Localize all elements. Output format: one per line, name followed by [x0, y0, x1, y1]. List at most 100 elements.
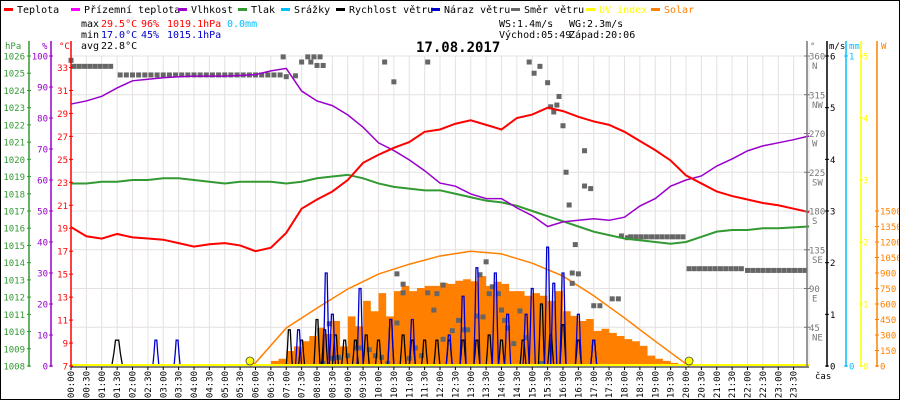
- humidity-tick-label: 90: [37, 84, 48, 94]
- compass-label: W: [812, 140, 818, 150]
- wind-direction-point: [765, 267, 771, 273]
- humidity-tick-label: 30: [37, 270, 48, 280]
- direction-tick-label: 45: [809, 324, 820, 334]
- wind-direction-point: [394, 271, 400, 277]
- humidity-tick-label: 60: [37, 177, 48, 187]
- wind-direction-point: [400, 290, 406, 296]
- rain-tick-label: 1: [849, 53, 854, 63]
- solar-tick-label: 600: [880, 301, 896, 311]
- x-tick-label: 15:30: [544, 371, 554, 398]
- legend-swatch: [651, 8, 660, 11]
- x-tick-label: 00:30: [82, 371, 92, 398]
- x-tick-label: 17:30: [605, 371, 615, 398]
- direction-tick-label: 270: [809, 130, 825, 140]
- solar-tick-label: 750: [880, 285, 896, 295]
- x-tick-label: 04:00: [190, 371, 200, 398]
- wind-direction-point: [495, 291, 501, 297]
- stats-sunrise: Východ:05:49: [499, 29, 571, 41]
- solar-tick-label: 450: [880, 316, 896, 326]
- wind-direction-point: [314, 62, 320, 68]
- solar-tick-label: 1050: [880, 254, 899, 264]
- wind-direction-point: [87, 63, 93, 69]
- wind-direction-point: [425, 59, 431, 65]
- solar-tick-label: 1500: [880, 208, 899, 218]
- wind-direction-point: [588, 186, 594, 192]
- uv-tick-label: 2: [863, 239, 868, 249]
- x-tick-label: 12:30: [451, 371, 461, 398]
- wind-direction-point: [625, 235, 631, 241]
- wind-direction-point: [305, 54, 311, 60]
- x-tick-label: 14:30: [513, 371, 523, 398]
- x-tick-label: 08:30: [328, 371, 338, 398]
- direction-tick-label: 360: [809, 53, 825, 63]
- wind-direction-point: [203, 72, 209, 78]
- wind_gust-peak: [152, 339, 160, 367]
- wind-direction-point: [771, 267, 777, 273]
- solar-clear-sky-line: [249, 250, 690, 367]
- legend-label: Srážky: [294, 4, 330, 16]
- x-tick-label: 13:00: [467, 371, 477, 398]
- pressure-tick-label: 1026: [3, 53, 25, 63]
- stats-avg-temp: 22.8°C: [101, 41, 137, 52]
- wind-direction-point: [633, 234, 639, 240]
- wind-direction-point: [379, 354, 385, 360]
- humidity-tick-label: 80: [37, 115, 48, 125]
- wind-direction-point: [259, 72, 265, 78]
- chart-title: 17.08.2017: [416, 40, 500, 56]
- x-tick-label: 18:00: [621, 371, 631, 398]
- legend-swatch: [431, 8, 440, 11]
- stats-wind-speed: WS:1.4m/s: [499, 19, 553, 30]
- wind-direction-point: [280, 54, 286, 60]
- wind-direction-point: [130, 72, 135, 78]
- pressure-tick-label: 1020: [3, 156, 25, 166]
- legend-label: Rychlost větru: [349, 4, 433, 16]
- wind-direction-point: [560, 123, 566, 129]
- wind_speed-peak: [331, 334, 340, 367]
- wind-direction-point: [723, 266, 729, 272]
- x-tick-label: 16:00: [559, 371, 569, 398]
- wind-direction-point: [551, 109, 557, 115]
- wind_speed-peak: [297, 339, 306, 367]
- wind-direction-point: [609, 296, 615, 302]
- legend-label: Náraz větru: [444, 4, 510, 16]
- wind_gust-peak: [528, 287, 536, 367]
- uv-tick-label: 1: [863, 301, 868, 311]
- x-tick-label: 06:30: [267, 371, 277, 398]
- wind-direction-point: [582, 183, 588, 189]
- temperature-tick-label: 15: [57, 271, 68, 281]
- legend-swatch: [4, 8, 13, 11]
- stats-wind-gust: WG:2.3m/s: [569, 19, 623, 30]
- wind-tick-label: 3: [830, 208, 835, 218]
- wind-direction-point: [419, 353, 425, 359]
- wind-direction-point: [638, 234, 644, 240]
- stats-max-humidity: 96%: [141, 19, 159, 30]
- wind-direction-point: [102, 63, 108, 69]
- wind-direction-point: [649, 234, 655, 240]
- wind-direction-point: [659, 234, 665, 240]
- x-tick-label: 18:30: [636, 371, 646, 398]
- compass-label: NW: [812, 101, 823, 111]
- wind-direction-point: [566, 202, 572, 208]
- wind-direction-point: [474, 313, 480, 319]
- temperature-tick-label: 29: [57, 110, 68, 120]
- wind_speed-peak: [537, 303, 546, 367]
- temperature-tick-label: 9: [63, 340, 68, 350]
- wind-direction-point: [575, 271, 581, 277]
- wind_speed-peak: [313, 318, 321, 367]
- legend-swatch: [336, 8, 345, 11]
- wind-direction-point: [548, 104, 554, 110]
- sun-event-marker: [245, 356, 255, 366]
- wind-direction-point: [628, 234, 634, 240]
- temperature-tick-label: 21: [57, 202, 68, 212]
- legend-swatch: [71, 8, 80, 11]
- wind_speed-peak: [111, 339, 124, 367]
- wind-direction-point: [97, 63, 103, 69]
- wind-direction-point: [669, 234, 675, 240]
- x-tick-label: 07:30: [298, 371, 308, 398]
- wind-direction-point: [597, 303, 603, 309]
- wind-direction-point: [680, 234, 686, 240]
- wind-direction-point: [136, 72, 142, 78]
- temperature-tick-label: 27: [57, 133, 68, 143]
- wind-direction-point: [277, 72, 283, 78]
